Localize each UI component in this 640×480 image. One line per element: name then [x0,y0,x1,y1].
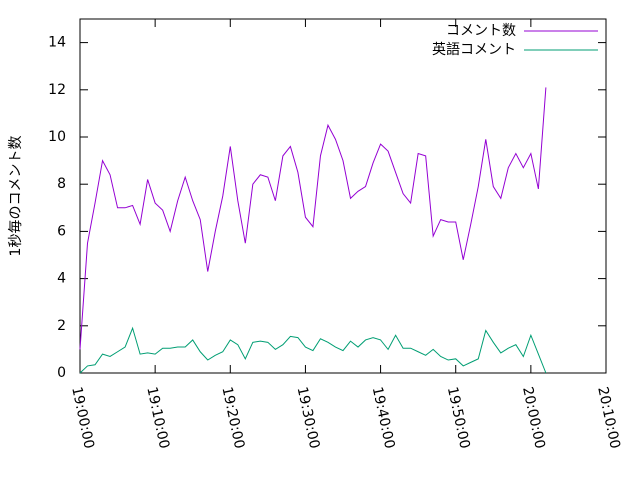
y-tick-label: 0 [57,365,66,381]
legend-label: 英語コメント [432,41,516,58]
plot-frame [79,18,607,374]
y-tick-label: 12 [48,82,66,98]
y-tick-label: 14 [48,35,66,51]
series-line [79,87,547,350]
legend-label: コメント数 [446,23,516,39]
y-tick-label: 8 [57,176,66,192]
y-tick-label: 10 [48,129,66,145]
series-line [79,326,547,374]
y-tick-label: 4 [57,271,66,287]
y-axis-label: 1秒毎のコメント数 [8,136,24,257]
y-tick-label: 6 [57,223,66,239]
y-tick-label: 2 [57,318,66,334]
